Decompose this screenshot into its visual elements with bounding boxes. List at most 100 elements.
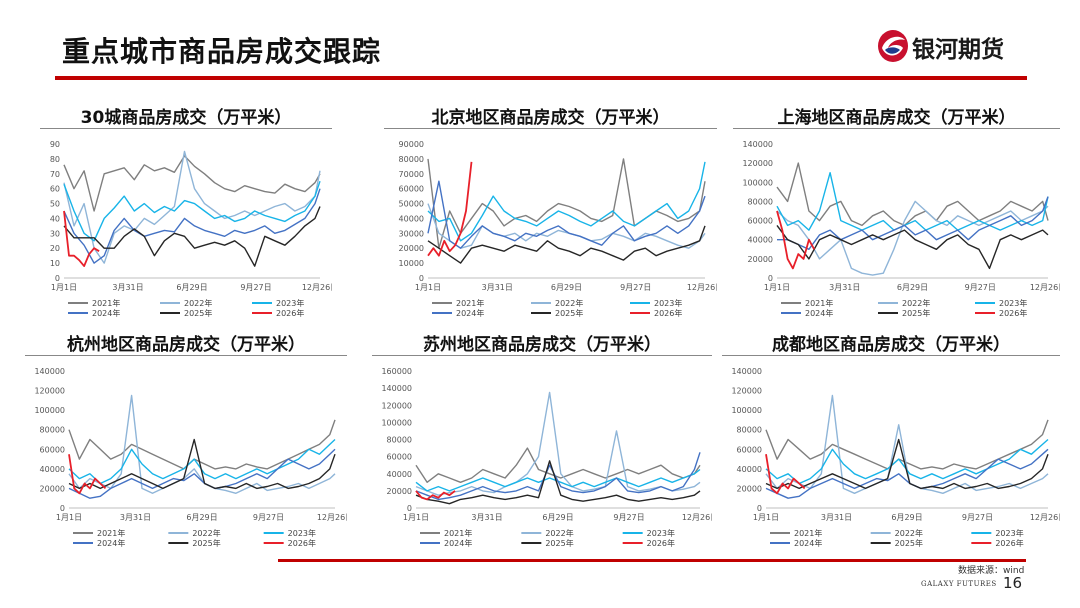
series-line-3 [777, 196, 1049, 251]
x-tick-label: 1月1日 [403, 513, 429, 522]
x-tick-label: 6月29日 [551, 283, 582, 292]
series-line-1 [765, 394, 1049, 495]
y-tick-label: 80000 [387, 436, 412, 445]
y-tick-label: 40000 [399, 214, 424, 223]
y-tick-label: 140000 [381, 384, 412, 393]
series-line-5 [765, 454, 806, 495]
series-line-2 [68, 438, 336, 485]
series-line-4 [776, 224, 1049, 270]
chart-title: 30城商品房成交（万平米） [80, 108, 292, 128]
legend-entry: 2023年 [971, 528, 1024, 538]
page-title: 重点城市商品房成交跟踪 [62, 35, 382, 68]
legend-label: 2023年 [999, 298, 1027, 308]
legend-entry: 2023年 [975, 298, 1027, 308]
legend-label: 2022年 [545, 528, 573, 538]
legend-entry: 2024年 [420, 538, 472, 548]
legend-label: 2021年 [794, 528, 822, 538]
x-tick-label: 3月31日 [821, 513, 852, 522]
legend-entry: 2025年 [878, 308, 930, 318]
legend-entry: 2022年 [870, 528, 923, 538]
chart-title: 苏州地区商品房成交（万平米） [423, 335, 661, 355]
y-tick-label: 20000 [387, 487, 412, 496]
legend-label: 2026年 [995, 538, 1023, 548]
y-tick-label: 120000 [381, 401, 412, 410]
y-tick-label: 50 [50, 200, 60, 209]
x-tick-label: 1月1日 [764, 283, 790, 292]
series-line-2 [765, 438, 1049, 485]
y-tick-label: 40000 [40, 465, 65, 474]
chart-title-rule [372, 355, 712, 356]
legend-label: 2021年 [92, 298, 120, 308]
line-chart-shanghai: 0 20000 40000 60000 80000 100000 120000 140000 1… [742, 140, 1060, 318]
y-tick-label: 100000 [742, 178, 773, 187]
legend-label: 2021年 [97, 528, 125, 538]
galaxy-logo-icon [878, 30, 908, 62]
y-tick-label: 80 [50, 155, 60, 164]
legend-label: 2024年 [444, 538, 472, 548]
y-tick-label: 20000 [737, 484, 762, 493]
x-tick-label: 12月26日 [1030, 283, 1060, 292]
y-tick-label: 60000 [40, 445, 65, 454]
data-source: 数据来源：wind [958, 566, 1025, 576]
legend-entry: 2023年 [263, 528, 316, 538]
y-tick-label: 10000 [399, 259, 424, 268]
y-tick-label: 20 [50, 244, 60, 253]
legend-entry: 2021年 [420, 528, 472, 538]
series-line-2 [63, 180, 321, 242]
series-line-5 [776, 210, 815, 270]
legend-label: 2024年 [92, 308, 120, 318]
x-tick-label: 3月31日 [112, 283, 143, 292]
legend-label: 2022年 [902, 298, 930, 308]
legend-entry: 2022年 [878, 298, 930, 308]
y-tick-label: 90000 [399, 140, 424, 149]
legend-label: 2026年 [276, 308, 304, 318]
legend-label: 2022年 [895, 528, 923, 538]
chart-title-rule [384, 128, 717, 129]
legend-label: 2024年 [456, 308, 484, 318]
x-tick-label: 6月29日 [176, 283, 207, 292]
line-chart-30city: 0 10 20 30 40 50 60 70 80 90 1月1日 3月31日 6月29日 9月27日 12… [50, 140, 332, 318]
x-tick-label: 9月27日 [240, 283, 271, 292]
x-tick-label: 12月26日 [687, 283, 717, 292]
legend-label: 2025年 [184, 308, 212, 318]
line-chart-hangzhou: 0 20000 40000 60000 80000 100000 120000 140000 1… [34, 367, 347, 548]
y-tick-label: 20000 [40, 484, 65, 493]
x-tick-label: 12月26日 [302, 283, 332, 292]
y-tick-label: 120000 [34, 387, 65, 396]
series-line-2 [776, 172, 1049, 231]
x-tick-label: 1月1日 [56, 513, 82, 522]
legend-label: 2023年 [276, 298, 304, 308]
y-tick-label: 100000 [34, 406, 65, 415]
legend-entry: 2024年 [68, 308, 120, 318]
legend-entry: 2023年 [252, 298, 304, 308]
legend-entry: 2026年 [263, 538, 316, 548]
legend-label: 2024年 [794, 538, 822, 548]
y-tick-label: 40000 [387, 470, 412, 479]
y-tick-label: 30000 [399, 229, 424, 238]
y-tick-label: 100000 [381, 418, 412, 427]
y-tick-label: 60000 [737, 445, 762, 454]
y-tick-label: 120000 [742, 159, 773, 168]
legend-label: 2023年 [647, 528, 675, 538]
legend-entry: 2022年 [531, 298, 583, 308]
chart-title: 杭州地区商品房成交（万平米） [67, 335, 305, 355]
y-tick-label: 140000 [34, 367, 65, 376]
chart-title: 北京地区商品房成交（万平米） [431, 108, 670, 128]
x-tick-label: 9月27日 [253, 513, 284, 522]
legend-label: 2025年 [545, 538, 573, 548]
legend-entry: 2022年 [168, 528, 221, 538]
y-tick-label: 80000 [737, 426, 762, 435]
x-tick-label: 6月29日 [891, 513, 922, 522]
x-tick-label: 3月31日 [471, 513, 502, 522]
y-tick-label: 60000 [748, 217, 773, 226]
series-line-0 [415, 447, 701, 484]
legend-label: 2021年 [805, 298, 833, 308]
y-tick-label: 60000 [399, 185, 424, 194]
y-tick-label: 0 [768, 274, 773, 283]
y-tick-label: 160000 [381, 367, 412, 376]
line-chart-chengdu: 0 20000 40000 60000 80000 100000 120000 140000 1… [731, 367, 1060, 548]
series-line-0 [765, 419, 1049, 470]
legend-entry: 2024年 [781, 308, 833, 318]
x-tick-label: 9月27日 [965, 283, 996, 292]
legend-entry: 2026年 [630, 308, 682, 318]
